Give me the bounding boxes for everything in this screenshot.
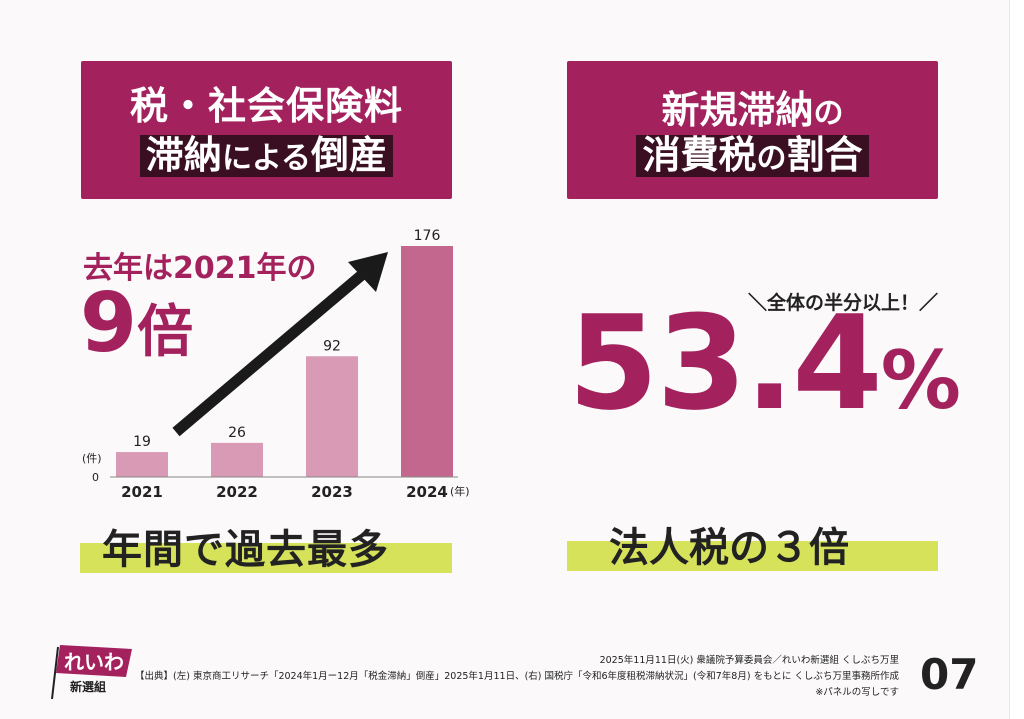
logo-text: れいわ — [64, 650, 124, 674]
right-title-line1: 新規滞納の — [567, 79, 938, 134]
value-label-2024: 176 — [414, 228, 441, 244]
right-title-word-shinki: 新規滞納 — [661, 88, 814, 132]
big-percent-value: 53.4 — [568, 287, 883, 439]
value-label-2021: 19 — [133, 434, 151, 450]
headline-big: 9倍 — [80, 283, 193, 368]
headline-number: 9 — [80, 276, 138, 371]
page-edge — [1009, 0, 1024, 719]
category-label-2023: 2023 — [311, 483, 353, 501]
category-label-2022: 2022 — [216, 483, 258, 501]
left-bottom-label: 年間で過去最多 — [102, 527, 389, 573]
right-bottom-label: 法人税の３倍 — [609, 525, 849, 571]
y-axis-label: (件) — [82, 452, 102, 465]
reiwa-logo: れいわ 新選組 — [51, 645, 132, 700]
logo-sub: 新選組 — [70, 679, 106, 694]
big-percent: 53.4% — [568, 298, 961, 428]
right-highlight-bar — [567, 541, 938, 571]
right-title-box: 新規滞納の 消費税の割合 — [567, 61, 938, 199]
callout-text: ＼全体の半分以上！／ — [748, 292, 939, 314]
right-title-word-wariai: 割合 — [786, 133, 863, 177]
big-percent-unit: % — [880, 334, 961, 427]
left-title-word-tosan: 倒産 — [311, 133, 388, 177]
right-title-word-no1: の — [813, 96, 844, 131]
trend-arrow-shaft — [172, 263, 374, 437]
left-title-band: 滞納による倒産 — [139, 133, 394, 177]
value-label-2022: 26 — [228, 425, 246, 441]
bar-chart: 19 2021 26 2022 92 2023 176 2024 (件) 0 (年) — [82, 228, 470, 501]
value-label-2023: 92 — [323, 338, 341, 354]
left-highlight-bar — [80, 543, 452, 573]
right-title-word-no2: の — [756, 141, 787, 176]
trend-arrow-head — [348, 252, 388, 292]
page-number: 07 — [920, 650, 979, 699]
footer-date: 2025年11月11日(火) 衆議院予算委員会／れいわ新選組 くしぶち万里 — [599, 655, 899, 666]
left-title-word-niyoru: による — [221, 141, 312, 176]
bar-2022 — [211, 442, 263, 477]
left-title-line1: 税・社会保険料 — [129, 84, 403, 128]
left-title-box: 税・社会保険料 滞納による倒産 — [81, 61, 452, 199]
left-title-line2: 滞納による倒産 — [81, 133, 452, 177]
right-title-word-shohizei: 消費税 — [642, 133, 757, 177]
headline-small: 去年は2021年の — [83, 251, 317, 286]
left-title-word-taino: 滞納 — [145, 133, 222, 177]
x-unit-label: (年) — [450, 484, 470, 498]
bar-2023 — [306, 356, 358, 477]
right-title-line2: 消費税の割合 — [567, 133, 938, 177]
footer-source: 【出典】(左) 東京商工リサーチ「2024年1月ー12月「税金滞納」倒産」202… — [135, 671, 899, 682]
category-label-2021: 2021 — [121, 483, 163, 501]
right-title-band: 消費税の割合 — [636, 133, 869, 177]
footer-note: ※パネルの写しです — [815, 687, 899, 698]
category-label-2024: 2024 — [406, 483, 448, 501]
headline-unit: 倍 — [137, 300, 194, 365]
bar-2021 — [116, 452, 168, 477]
bar-2024 — [401, 246, 453, 477]
y-zero-label: 0 — [92, 471, 99, 484]
